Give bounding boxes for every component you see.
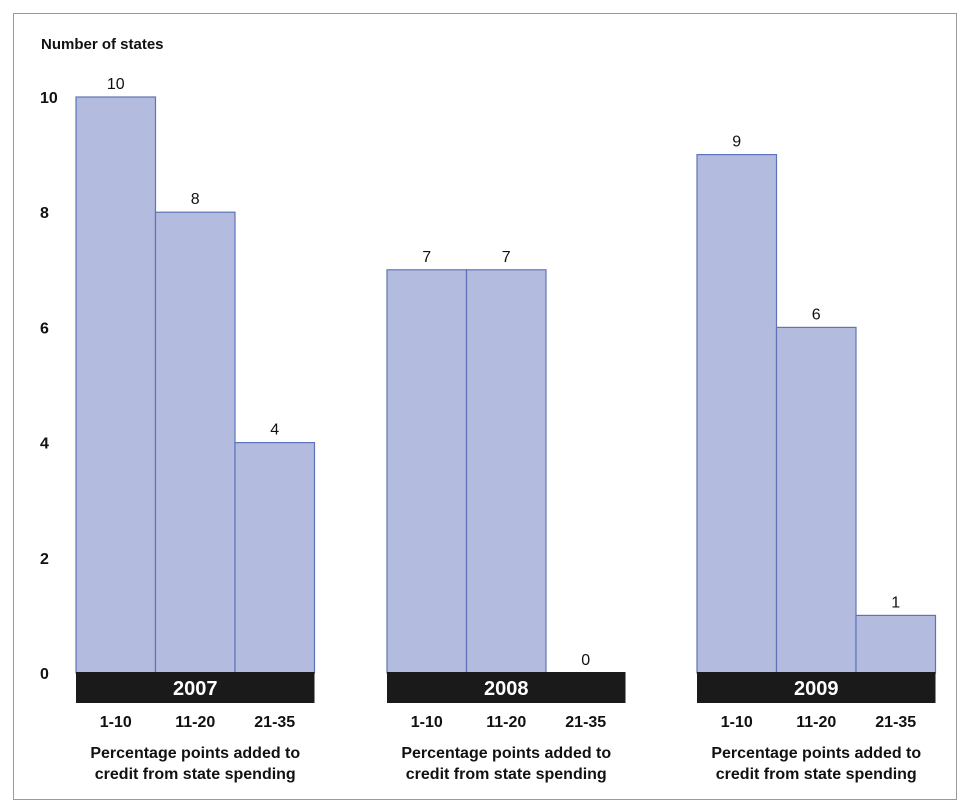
category-label: 21-35 xyxy=(565,714,606,731)
bar-value-label: 7 xyxy=(422,249,431,266)
y-tick-label: 4 xyxy=(40,436,49,453)
category-label: 1-10 xyxy=(100,714,132,731)
bar-value-label: 1 xyxy=(891,594,900,611)
year-band xyxy=(387,672,626,703)
category-label: 1-10 xyxy=(721,714,753,731)
x-axis-title-line: Percentage points added to xyxy=(401,745,611,762)
bar-value-label: 4 xyxy=(270,422,279,439)
year-label: 2008 xyxy=(484,678,529,700)
x-axis-title-line: credit from state spending xyxy=(716,766,917,783)
category-label: 21-35 xyxy=(254,714,295,731)
x-axis-title-line: Percentage points added to xyxy=(711,745,921,762)
bar-value-label: 7 xyxy=(502,249,511,266)
year-label: 2009 xyxy=(794,678,839,700)
x-axis-title-line: credit from state spending xyxy=(95,766,296,783)
bar xyxy=(75,96,157,674)
bar-value-label: 9 xyxy=(732,134,741,151)
bar-group: 9 1-10 6 11-20 1 21-35 2009 Percentage points a… xyxy=(696,134,937,783)
y-tick-label: 8 xyxy=(40,205,49,222)
category-label: 11-20 xyxy=(796,714,836,731)
bar xyxy=(775,326,857,674)
bar xyxy=(465,269,547,674)
y-tick-label: 10 xyxy=(40,90,58,107)
x-axis-title-line: credit from state spending xyxy=(406,766,607,783)
year-band xyxy=(76,672,315,703)
bar-group: 10 1-10 8 11-20 4 21-35 2007 Percentage points … xyxy=(75,76,316,783)
bar-value-label: 10 xyxy=(107,76,125,93)
y-axis-title: Number of states xyxy=(41,36,164,53)
category-label: 1-10 xyxy=(411,714,443,731)
bar xyxy=(154,211,236,674)
category-label: 11-20 xyxy=(175,714,215,731)
y-tick-label: 6 xyxy=(40,320,49,337)
bar xyxy=(234,442,316,674)
bar-group: 7 1-10 7 11-20 0 21-35 2008 Percentage points a… xyxy=(386,249,626,783)
bar-value-label: 0 xyxy=(581,652,590,669)
bar-value-label: 8 xyxy=(191,191,200,208)
category-label: 11-20 xyxy=(486,714,526,731)
bar xyxy=(696,154,778,674)
year-band xyxy=(697,672,936,703)
y-tick-label: 2 xyxy=(40,551,49,568)
x-axis-title-line: Percentage points added to xyxy=(90,745,300,762)
bar xyxy=(855,614,937,674)
category-label: 21-35 xyxy=(875,714,916,731)
bar xyxy=(386,269,468,674)
y-tick-label: 0 xyxy=(40,666,49,683)
year-label: 2007 xyxy=(173,678,218,700)
y-axis-ticks: 0 2 4 6 8 10 xyxy=(40,90,58,683)
bar-value-label: 6 xyxy=(812,306,821,323)
